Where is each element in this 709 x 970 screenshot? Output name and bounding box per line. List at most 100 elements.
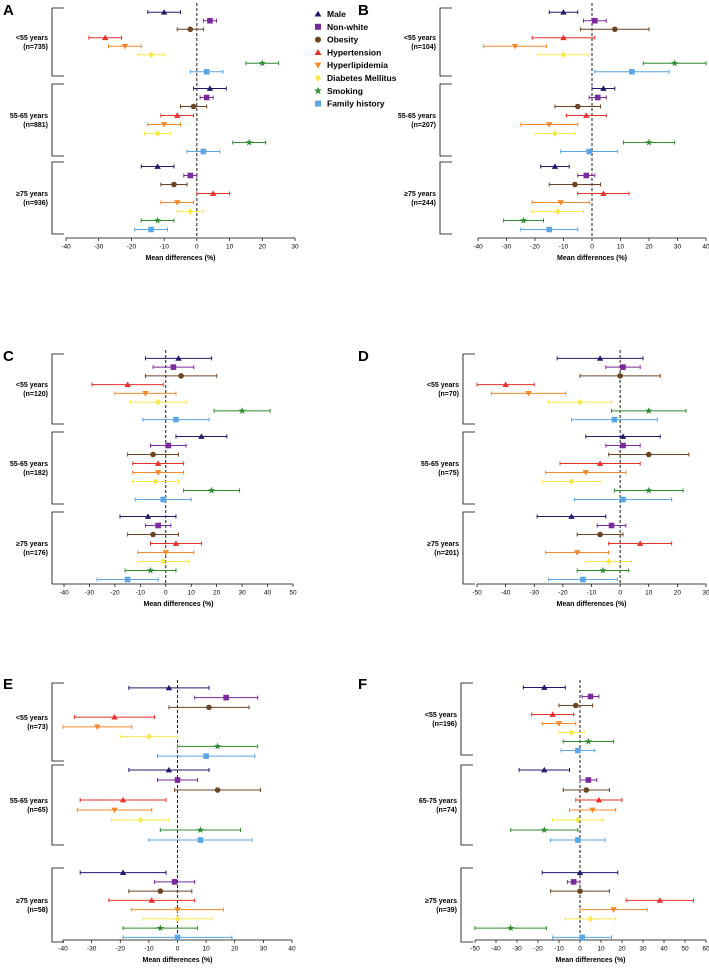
panel-letter: F (358, 676, 367, 693)
group-n: (n=65) (27, 807, 48, 814)
forest-row-smoking (576, 566, 630, 574)
point-estimate-non-white (203, 94, 210, 101)
point-estimate-hyperlipidemia (94, 724, 101, 730)
forest-row-hypertension (108, 897, 196, 903)
legend-marker-obesity (315, 36, 321, 43)
forest-row-hyperlipidemia (108, 43, 142, 50)
legend-marker-diabetes-mellitus (315, 74, 321, 82)
x-tick-label: -30 (85, 590, 95, 597)
point-estimate-non-white (583, 172, 590, 179)
group-bracket (51, 867, 64, 943)
point-estimate-family-history (124, 576, 131, 583)
point-estimate-diabetes-mellitus (552, 130, 558, 137)
legend-label: Non-white (327, 22, 368, 32)
group-n: (n=120) (23, 391, 48, 398)
point-estimate-hyperlipidemia (557, 200, 564, 206)
point-estimate-family-history (575, 747, 581, 754)
group-n: (n=201) (434, 550, 459, 557)
point-estimate-hypertension (636, 540, 644, 546)
forest-row-hyperlipidemia (520, 122, 579, 128)
group-55-65-years: 55-65 years (n=65) (10, 764, 262, 846)
x-tick-label: 10 (645, 590, 653, 597)
forest-row-diabetes-mellitus (111, 816, 170, 824)
point-estimate-smoking (245, 138, 253, 146)
x-axis-title: Mean differences (%) (145, 255, 215, 262)
forest-row-hypertension (575, 796, 623, 803)
forest-row-smoking (245, 59, 280, 67)
group-bracket (51, 83, 64, 157)
group-bracket (51, 7, 64, 77)
point-estimate-non-white (174, 777, 181, 783)
point-estimate-diabetes-mellitus (568, 729, 575, 736)
point-estimate-smoking (207, 486, 216, 494)
forest-row-diabetes-mellitus (542, 478, 601, 485)
x-tick-label: -10 (554, 946, 564, 953)
x-tick-label: -40 (473, 244, 483, 251)
x-tick-label: 50 (289, 590, 297, 597)
x-tick-label: -20 (110, 590, 120, 597)
point-estimate-hyperlipidemia (111, 807, 118, 814)
forest-row-male (128, 766, 210, 773)
forest-row-obesity (608, 451, 690, 458)
forest-row-non-white (156, 777, 199, 783)
x-tick-label: -30 (530, 590, 540, 597)
x-tick-label: 0 (618, 590, 622, 597)
panel-e: E -40 -30 -20 -10 0 10 20 30 40 Mean differences (… (3, 676, 296, 964)
legend-marker-non-white (315, 23, 321, 30)
x-tick-label: -50 (470, 946, 480, 953)
forest-row-hyperlipidemia (132, 470, 185, 476)
forest-row-diabetes-mellitus (129, 398, 187, 406)
forest-row-non-white (596, 522, 627, 529)
group-bracket (51, 682, 64, 762)
point-estimate-male (560, 9, 567, 15)
point-estimate-male (154, 163, 161, 169)
forest-row-hypertension (132, 460, 185, 466)
x-tick-label: 30 (291, 244, 299, 251)
point-estimate-hypertension (111, 714, 118, 720)
point-estimate-hypertension (549, 711, 556, 717)
forest-row-non-white (605, 442, 641, 449)
panel-d: D -50 -40 -30 -20 -10 0 10 20 30 Mean differences … (358, 348, 709, 608)
x-axis-title: Mean differences (%) (555, 957, 625, 964)
forest-row-obesity (168, 704, 250, 711)
point-estimate-hyperlipidemia (546, 122, 553, 128)
point-estimate-smoking (196, 826, 204, 834)
forest-row-smoking (232, 138, 267, 146)
group-lt55-years: <55 years (n=120) (16, 353, 271, 425)
group-bracket (460, 867, 473, 943)
legend-item-smoking: Smoking (314, 86, 363, 96)
point-estimate-obesity (187, 26, 194, 33)
point-estimate-hypertension (583, 112, 590, 118)
forest-row-hypertension (577, 190, 630, 196)
forest-row-obesity (579, 373, 661, 379)
forest-row-male (556, 355, 644, 361)
point-estimate-obesity (157, 888, 164, 894)
group-n: (n=936) (23, 200, 48, 207)
forest-row-non-white (144, 522, 172, 529)
x-tick-label: -10 (587, 590, 597, 597)
forest-row-male (128, 684, 210, 691)
point-estimate-family-history (174, 934, 181, 941)
forest-row-obesity (176, 26, 204, 33)
forest-row-diabetes-mellitus (531, 208, 584, 215)
x-tick-label: 40 (660, 946, 668, 953)
point-estimate-smoking (599, 566, 607, 574)
forest-row-family-history (134, 496, 192, 503)
point-estimate-family-history (200, 148, 207, 155)
point-estimate-family-history (160, 496, 167, 503)
group-lt55-years: <55 years (n=196) (425, 682, 615, 756)
x-tick-label: 0 (195, 244, 199, 251)
x-axis-title: Mean differences (%) (556, 601, 626, 608)
forest-row-family-history (548, 576, 618, 583)
point-estimate-hypertension (124, 381, 131, 388)
x-tick-label: -40 (501, 590, 511, 597)
point-estimate-hyperlipidemia (174, 200, 181, 206)
point-estimate-obesity (577, 888, 583, 894)
forest-row-hypertension (160, 112, 195, 118)
x-tick-label: 10 (226, 244, 234, 251)
point-estimate-hypertension (596, 460, 604, 466)
forest-row-male (585, 433, 661, 439)
point-estimate-family-history (546, 226, 553, 233)
group-lt55-years: <55 years (n=70) (427, 353, 687, 425)
